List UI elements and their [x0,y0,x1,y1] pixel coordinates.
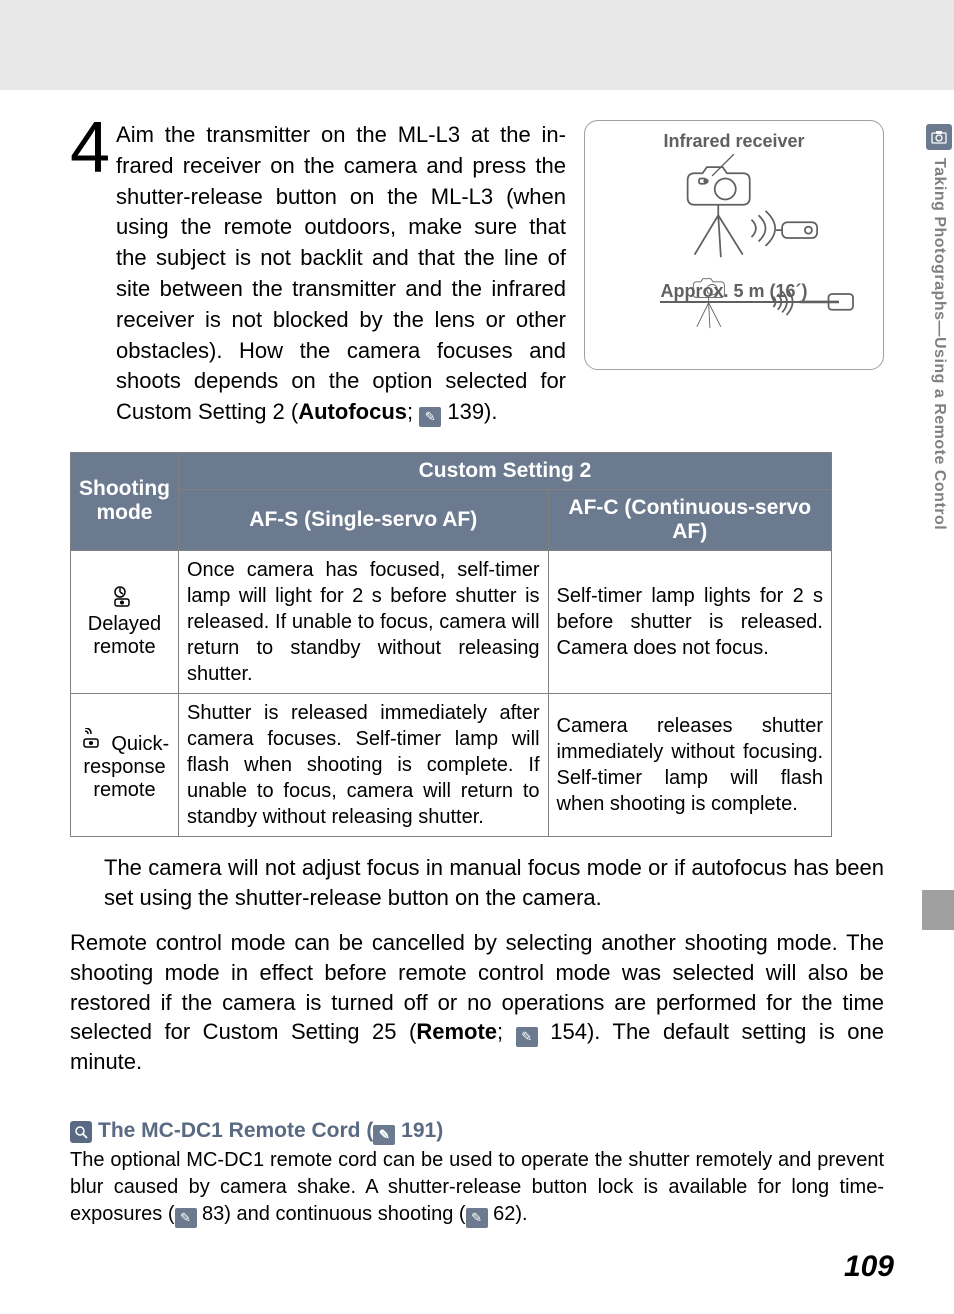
th-afc: AF-C (Continuous-servo AF) [548,489,831,550]
cell-afc: Self-timer lamp lights for 2 s be­fore s… [548,550,831,693]
ref-icon: ✎ [419,407,441,427]
body-mid: 83) and continuous shooting ( [197,1203,466,1225]
page-number: 109 [844,1250,894,1284]
mode-cell-quick: Quick-response remote [71,693,179,836]
para-cancel: Remote control mode can be cancelled by … [70,928,884,1077]
p2-bold: Remote [416,1019,497,1044]
th-afs: AF-S (Single-servo AF) [178,489,548,550]
mode-label: Delayed remote [88,613,161,658]
body-post: 62). [488,1203,528,1225]
cell-afs: Shutter is released immediately after ca… [178,693,548,836]
illus-distance: Approx. 5 m (16´) [660,281,807,303]
step-4: 4 Aim the transmitter on the ML-L3 at th… [70,120,884,428]
th-mode: Shooting mode [71,452,179,550]
table-row: Quick-response remote Shutter is release… [71,693,832,836]
illus-distance-wrap: Approx. 5 m (16´) [585,281,883,302]
magnifier-icon [70,1121,92,1143]
step-number: 4 [70,120,110,178]
quick-remote-icon [80,728,106,750]
th-cs2: Custom Setting 2 [178,452,831,489]
section-title-post: 191) [395,1119,443,1142]
ref-icon: ✎ [373,1125,395,1145]
illus-top-label: Infrared receiver [595,131,873,152]
delayed-remote-icon [111,585,137,607]
section-title: The MC-DC1 Remote Cord (✎ 191) [70,1119,884,1145]
ref-icon: ✎ [466,1208,488,1228]
section-body: The optional MC-DC1 remote cord can be u… [70,1147,884,1228]
step-text-part3: 139). [441,399,497,424]
step-text-part2: ; [407,399,419,424]
header-bar [0,0,954,90]
ref-icon: ✎ [516,1027,538,1047]
step-text: Aim the transmitter on the ML-L3 at the … [116,120,566,428]
settings-table: Shooting mode Custom Setting 2 AF-S (Sin… [70,452,832,837]
table-row: Delayed remote Once camera has focused, … [71,550,832,693]
section-title-pre: The MC-DC1 Remote Cord ( [98,1119,373,1142]
cell-afs: Once camera has focused, self-timer lamp… [178,550,548,693]
step-text-part1: Aim the transmitter on the ML-L3 at the … [116,122,566,424]
illustration: Infrared receiver [584,120,884,370]
mode-cell-delayed: Delayed remote [71,550,179,693]
para-focus-note: The camera will not adjust focus in manu… [104,853,884,912]
ref-icon: ✎ [175,1208,197,1228]
step-text-bold: Autofocus [298,399,407,424]
cell-afc: Camera releases shutter immedi­ately wit… [548,693,831,836]
p2-part2: ; [497,1019,516,1044]
